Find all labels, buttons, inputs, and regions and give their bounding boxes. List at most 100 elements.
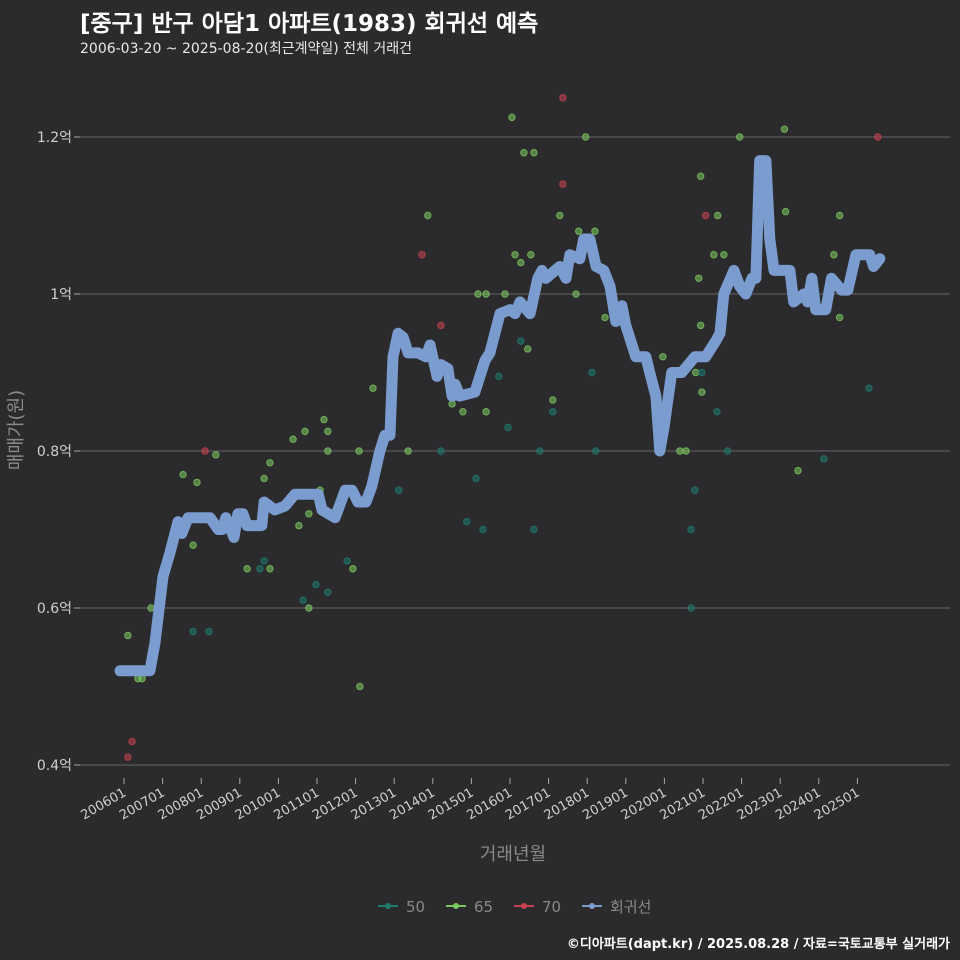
data-point-g65 [530,149,538,157]
x-tick-labels: 2006012007012008012009012010012011012012… [79,778,862,823]
data-point-g65 [517,258,525,267]
data-point-g65 [659,353,667,361]
data-point-g65 [266,459,274,467]
data-point-g65 [682,447,690,455]
data-point-g65 [193,478,201,487]
data-point-g70 [874,133,882,141]
data-point-g65 [556,211,564,220]
data-point-g65 [404,447,412,455]
data-point-g65 [349,565,357,573]
y-tick-label: 0.8억 [37,444,72,460]
data-point-g65 [520,149,528,157]
data-point-g50 [687,525,695,534]
data-point-g65 [691,368,700,377]
y-axis-label: 매매가(원) [6,390,27,470]
data-point-g65 [305,604,313,612]
data-point-g65 [527,251,535,259]
data-point-g65 [572,290,580,298]
y-tick-label: 0.4억 [37,758,72,774]
data-point-g50 [299,596,307,604]
legend-marker-g70 [521,903,527,909]
data-point-g65 [301,427,309,436]
chart-subtitle: 2006-03-20 ~ 2025-08-20(최근계약일) 전체 거래건 [80,41,412,57]
data-point-g50 [530,525,538,534]
data-point-g65 [260,474,268,483]
data-point-g65 [696,172,705,180]
data-point-g50 [312,580,320,589]
data-point-g65 [289,435,297,443]
y-tick-label: 1억 [50,287,72,303]
data-point-g65 [369,384,377,392]
data-point-g65 [698,388,706,396]
data-point-g65 [324,447,332,455]
data-point-g65 [212,451,220,459]
data-point-g70 [702,211,710,220]
data-point-g50 [343,557,351,565]
legend-label: 65 [474,898,493,916]
data-point-g65 [266,565,274,573]
legend-marker-line [589,903,595,909]
data-point-g65 [830,251,838,259]
data-point-g65 [710,251,718,259]
data-point-g50 [395,486,403,494]
y-tick-label: 0.6억 [37,601,72,617]
data-point-g50 [687,604,695,612]
data-point-g50 [820,455,828,463]
data-point-g65 [508,113,516,122]
y-tick-label: 1.2억 [37,130,72,146]
data-point-g65 [459,408,467,416]
y-tick-labels: 0.4억 0.6억 0.8억 1억 1.2억 [37,130,80,774]
data-point-g65 [501,290,509,298]
data-point-g65 [448,400,456,408]
data-point-g70 [437,321,445,330]
data-point-g50 [260,557,268,565]
data-point-g50 [479,525,487,534]
data-point-g65 [243,565,251,573]
data-point-g70 [559,94,567,102]
data-point-g65 [295,521,303,530]
data-point-g65 [324,427,332,436]
data-point-g65 [781,207,790,216]
data-point-g50 [588,368,596,377]
data-point-g65 [780,125,789,133]
data-point-g65 [179,470,187,479]
data-point-g50 [324,588,332,596]
data-point-g65 [835,211,844,220]
data-point-g65 [356,682,364,691]
chart-title: [중구] 반구 아담1 아파트(1983) 회귀선 예측 [80,11,539,37]
data-point-g50 [256,565,264,573]
data-point-g65 [320,415,328,424]
legend: 50 65 70 회귀선 [378,898,651,916]
data-point-g65 [549,396,557,404]
data-point-g50 [691,486,699,494]
data-point-g70 [124,753,132,761]
legend-label: 50 [406,898,425,916]
data-point-g65 [835,313,844,322]
data-point-g65 [482,290,490,298]
data-point-g50 [495,372,503,381]
data-point-g50 [504,423,512,432]
data-point-g65 [474,290,482,298]
legend-marker-g65 [453,903,459,909]
data-point-g65 [524,345,532,353]
data-point-g50 [591,447,600,455]
data-point-g70 [418,251,426,259]
data-point-g65 [794,466,802,475]
data-point-g65 [511,251,519,259]
data-point-g65 [695,274,703,282]
data-point-g50 [549,408,557,416]
legend-label: 회귀선 [610,898,651,916]
data-point-g50 [437,447,445,455]
data-point-g65 [138,674,146,683]
data-point-g65 [147,604,155,612]
data-point-g65 [355,447,363,455]
data-point-g65 [124,631,132,640]
data-point-g50 [724,447,732,455]
data-point-g65 [601,313,609,322]
data-point-g70 [128,737,136,746]
scatter-points [124,94,882,761]
data-point-g50 [205,627,213,636]
data-point-g65 [713,211,722,220]
data-point-g65 [189,541,197,549]
